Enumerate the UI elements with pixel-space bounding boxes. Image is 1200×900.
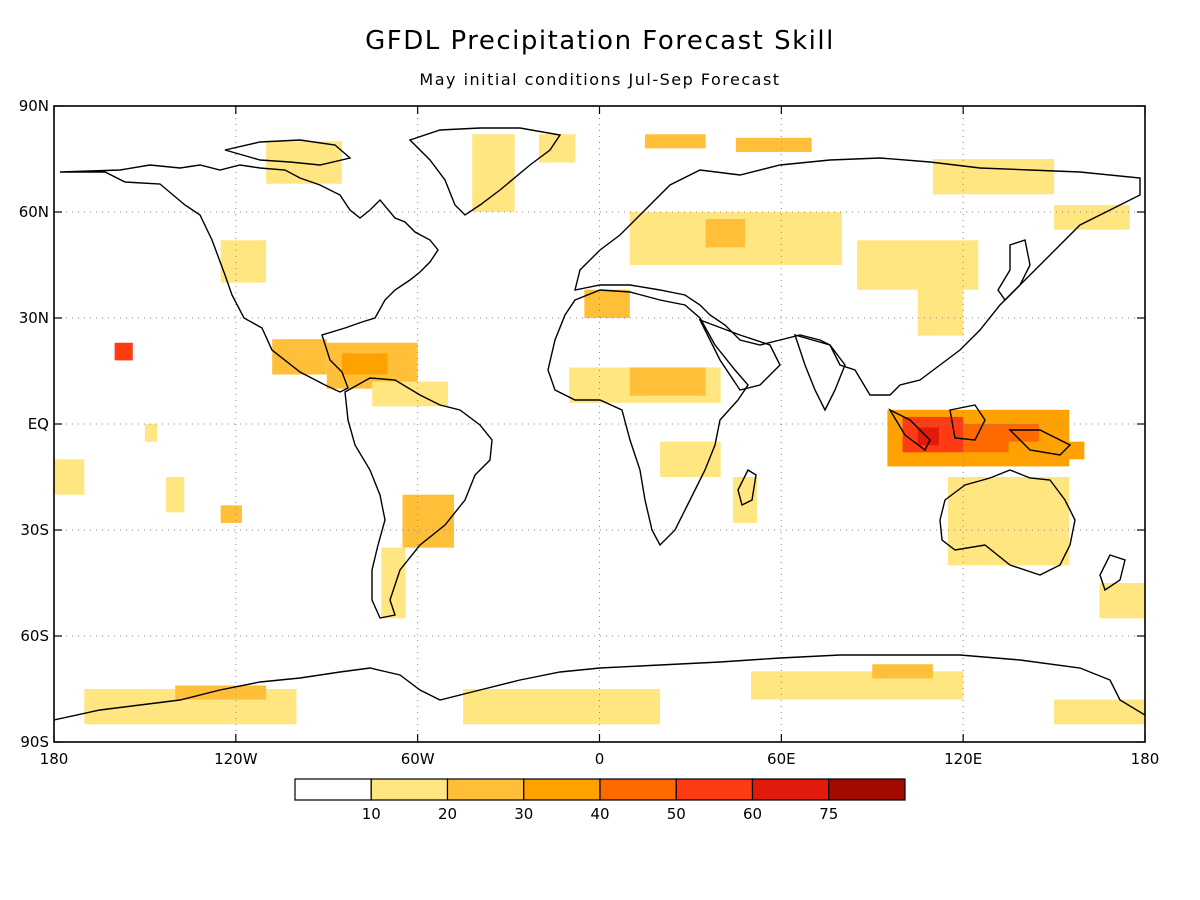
coastline-africa bbox=[547, 289, 749, 547]
skill-region bbox=[463, 689, 661, 725]
lon-tick-label: 180 bbox=[40, 750, 69, 768]
lat-tick-label: 60S bbox=[20, 627, 49, 645]
skill-region bbox=[381, 547, 406, 619]
page-title: GFDL Precipitation Forecast Skill bbox=[365, 26, 835, 56]
lon-tick-label: 180 bbox=[1131, 750, 1160, 768]
skill-region bbox=[341, 353, 388, 375]
skill-region bbox=[1054, 699, 1145, 725]
lon-tick-label: 120W bbox=[214, 750, 258, 768]
skill-region bbox=[948, 477, 1070, 566]
gridlines bbox=[54, 106, 1145, 742]
coastline-sumatra bbox=[888, 408, 931, 452]
skill-region bbox=[857, 240, 979, 290]
coastline-north-america bbox=[59, 164, 439, 393]
skill-region bbox=[917, 289, 964, 336]
page-subtitle: May initial conditions Jul-Sep Forecast bbox=[419, 70, 781, 89]
coastline-madagascar bbox=[737, 468, 757, 507]
lon-tick-label: 60W bbox=[401, 750, 435, 768]
coastline-new-guinea bbox=[1008, 429, 1072, 456]
skill-region bbox=[114, 342, 133, 361]
skill-region bbox=[144, 424, 158, 442]
skill-region bbox=[584, 289, 630, 318]
lat-tick-label: 30S bbox=[20, 521, 49, 539]
lat-tick-label: 30N bbox=[19, 309, 49, 327]
coastline-australia bbox=[939, 469, 1076, 576]
skill-region bbox=[1008, 441, 1085, 460]
coastline-arabia bbox=[698, 318, 781, 391]
colorbar-label: 20 bbox=[438, 805, 457, 823]
coastline-india bbox=[793, 333, 846, 412]
colorbar-box bbox=[828, 778, 906, 801]
colorbar-box bbox=[294, 778, 372, 801]
skill-shading bbox=[54, 134, 1145, 725]
colorbar-box bbox=[370, 778, 449, 801]
colorbar-box bbox=[599, 778, 677, 801]
skill-region bbox=[402, 494, 455, 548]
skill-region bbox=[220, 240, 267, 283]
skill-region bbox=[660, 441, 721, 477]
coastline-south-america bbox=[344, 377, 493, 619]
coastline-greenland bbox=[408, 127, 562, 216]
colorbar-box bbox=[675, 778, 754, 801]
colorbar-label: 50 bbox=[667, 805, 686, 823]
coastline-new-zealand bbox=[1099, 554, 1126, 592]
colorbar-box bbox=[446, 778, 525, 801]
colorbar-label: 60 bbox=[743, 805, 762, 823]
lon-tick-label: 120E bbox=[944, 750, 982, 768]
coastline-japan bbox=[997, 239, 1031, 302]
colorbar-label: 10 bbox=[362, 805, 381, 823]
lat-tick-label: 90N bbox=[19, 97, 49, 115]
colorbar-label: 30 bbox=[514, 805, 533, 823]
coastline-antarctica bbox=[54, 654, 1145, 721]
lat-tick-label: 60N bbox=[19, 203, 49, 221]
skill-region bbox=[629, 367, 706, 396]
skill-region bbox=[735, 137, 812, 152]
skill-region bbox=[732, 477, 758, 523]
lat-tick-label: EQ bbox=[28, 415, 49, 433]
colorbar-legend: 10 20 30 40 50 60 75 bbox=[294, 778, 906, 823]
lon-tick-label: 60E bbox=[767, 750, 796, 768]
skill-region bbox=[644, 134, 706, 149]
skill-region bbox=[54, 459, 85, 495]
colorbar-box bbox=[523, 778, 601, 801]
coastline-borneo bbox=[949, 404, 986, 441]
colorbar-box bbox=[751, 778, 830, 801]
colorbar-label: 75 bbox=[819, 805, 838, 823]
skill-region bbox=[705, 219, 745, 248]
coastlines bbox=[54, 127, 1145, 721]
lon-tick-label: 0 bbox=[595, 750, 605, 768]
colorbar-label: 40 bbox=[590, 805, 609, 823]
skill-region bbox=[1054, 204, 1130, 230]
lat-tick-label: 90S bbox=[20, 733, 49, 751]
skill-region bbox=[220, 505, 242, 523]
coastline-arctic-islands bbox=[224, 139, 352, 166]
skill-region bbox=[872, 664, 933, 679]
skill-region bbox=[472, 134, 515, 212]
skill-region bbox=[917, 427, 939, 446]
skill-region bbox=[166, 477, 185, 513]
